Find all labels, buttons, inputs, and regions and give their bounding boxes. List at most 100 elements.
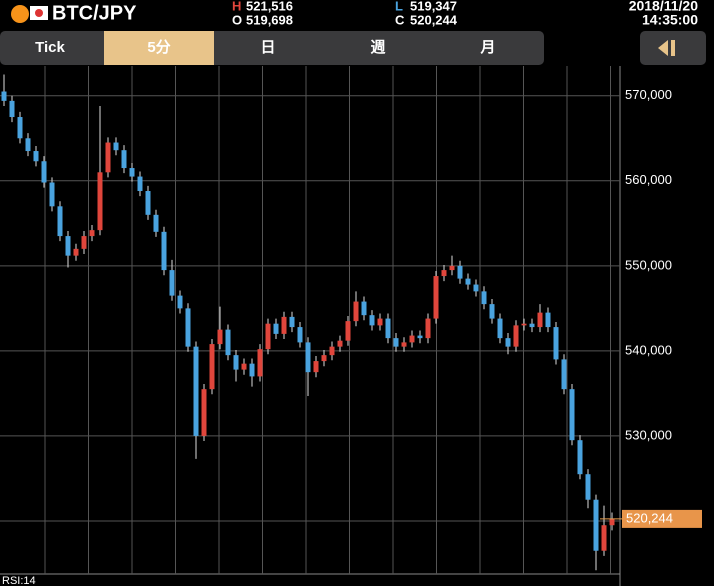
close-value: 520,244 bbox=[410, 12, 458, 27]
candle-body bbox=[521, 323, 527, 326]
candle-body bbox=[17, 117, 23, 139]
candle-body bbox=[601, 525, 607, 551]
candle-body bbox=[1, 91, 7, 101]
candle-body bbox=[81, 236, 87, 249]
candle-body bbox=[153, 214, 159, 232]
candle-body bbox=[9, 100, 15, 118]
candle-body bbox=[129, 168, 135, 177]
last-price-box bbox=[622, 509, 702, 528]
low-value: 519,347 bbox=[410, 0, 457, 13]
time: 14:35:00 bbox=[642, 12, 698, 28]
candle-body bbox=[529, 323, 535, 328]
candle-body bbox=[593, 499, 599, 551]
y-tick-label: 570,000 bbox=[625, 87, 672, 102]
candle-body bbox=[121, 150, 127, 169]
candle-body bbox=[361, 301, 367, 316]
candle-body bbox=[33, 151, 39, 162]
candle-body bbox=[369, 315, 375, 326]
tab[interactable]: 週 bbox=[370, 39, 385, 56]
candle-body bbox=[265, 323, 271, 350]
candle-body bbox=[73, 248, 79, 256]
candle-body bbox=[49, 182, 55, 207]
date: 2018/11/20 bbox=[629, 0, 699, 14]
tab[interactable]: Tick bbox=[35, 39, 65, 56]
close-key: C bbox=[395, 12, 405, 27]
symbol: BTC/JPY bbox=[52, 2, 137, 24]
candle-body bbox=[409, 335, 415, 343]
candle-body bbox=[449, 265, 455, 271]
candle-body bbox=[473, 284, 479, 292]
y-tick-label: 560,000 bbox=[625, 172, 672, 187]
plot-area bbox=[0, 66, 620, 574]
candle-body bbox=[57, 206, 63, 237]
candle-body bbox=[513, 325, 519, 347]
candle-body bbox=[497, 318, 503, 339]
flag-dot bbox=[35, 9, 43, 17]
candle-body bbox=[457, 265, 463, 279]
candle-body bbox=[161, 231, 167, 271]
candle-body bbox=[337, 340, 343, 347]
high-value: 521,516 bbox=[246, 0, 293, 13]
candle-body bbox=[25, 138, 31, 152]
candle-body bbox=[217, 329, 223, 345]
open-value: 519,698 bbox=[246, 12, 293, 27]
candle-body bbox=[281, 316, 287, 334]
candle-body bbox=[537, 312, 543, 328]
candle-body bbox=[273, 323, 279, 334]
collapse-bar bbox=[671, 40, 675, 56]
candle-body bbox=[561, 359, 567, 390]
high-key: H bbox=[232, 0, 241, 13]
candle-body bbox=[249, 363, 255, 377]
candle-body bbox=[505, 338, 511, 347]
candle-body bbox=[345, 321, 351, 341]
candle-body bbox=[401, 342, 407, 347]
candle-body bbox=[321, 355, 327, 362]
candle-body bbox=[393, 338, 399, 347]
y-tick-label: 550,000 bbox=[625, 257, 672, 272]
low-key: L bbox=[395, 0, 403, 13]
candle-body bbox=[577, 440, 583, 475]
candle-body bbox=[313, 361, 319, 373]
candle-body bbox=[553, 327, 559, 360]
candle-body bbox=[305, 342, 311, 373]
candle-body bbox=[289, 316, 295, 328]
candle-body bbox=[209, 344, 215, 390]
candle-body bbox=[297, 327, 303, 343]
candle-body bbox=[241, 363, 247, 370]
candle-body bbox=[377, 318, 383, 326]
candle-body bbox=[329, 346, 335, 356]
candle-body bbox=[201, 389, 207, 436]
candle-body bbox=[145, 191, 151, 215]
y-tick-label: 530,000 bbox=[625, 427, 672, 442]
candle-body bbox=[489, 304, 495, 319]
candle-body bbox=[177, 295, 183, 309]
candle-body bbox=[585, 474, 591, 500]
coin-icon bbox=[11, 5, 29, 23]
tab[interactable]: 日 bbox=[260, 39, 275, 56]
candle-body bbox=[433, 276, 439, 319]
candle-body bbox=[257, 349, 263, 377]
candle-body bbox=[65, 236, 71, 256]
candle-body bbox=[41, 161, 47, 183]
candle-body bbox=[569, 389, 575, 441]
candle-body bbox=[169, 270, 175, 296]
tab[interactable]: 月 bbox=[479, 39, 495, 56]
candle-body bbox=[481, 291, 487, 305]
y-tick-label: 540,000 bbox=[625, 342, 672, 357]
candle-body bbox=[417, 335, 423, 339]
candle-body bbox=[89, 230, 95, 237]
candle-body bbox=[225, 329, 231, 356]
open-key: O bbox=[232, 12, 242, 27]
candle-body bbox=[105, 142, 111, 173]
candle-body bbox=[425, 318, 431, 339]
candle-body bbox=[385, 318, 391, 339]
candle-body bbox=[609, 518, 615, 526]
candle-body bbox=[193, 346, 199, 436]
indicator-label: RSI:14 bbox=[2, 575, 36, 586]
tab[interactable]: 5分 bbox=[147, 39, 170, 56]
candle-body bbox=[97, 172, 103, 231]
candle-body bbox=[137, 176, 143, 192]
last-price-label: 520,244 bbox=[626, 510, 673, 525]
